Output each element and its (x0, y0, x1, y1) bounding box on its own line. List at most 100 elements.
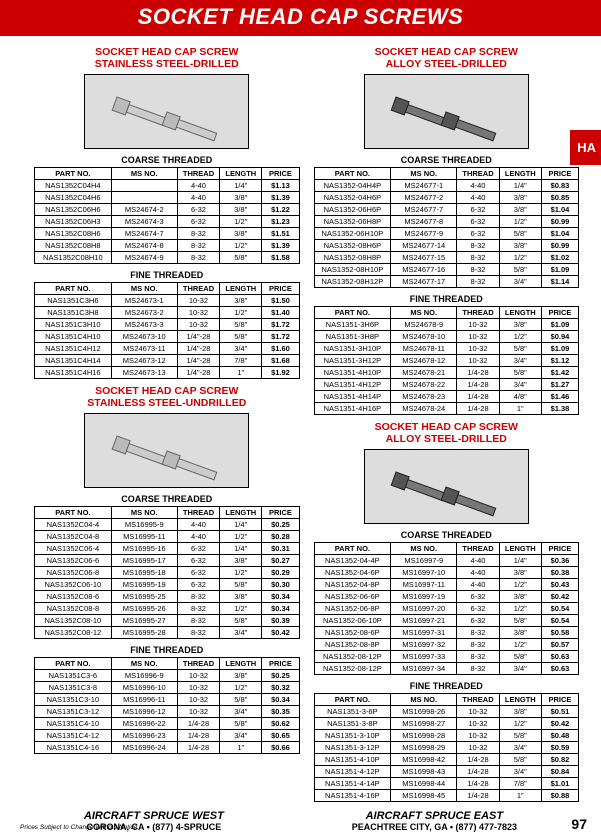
cell-length: 5/8" (499, 754, 541, 766)
cell-length: 5/8" (220, 718, 262, 730)
table-row: NAS1351C4-10MS16996-221/4-285/8"$0.62 (35, 718, 300, 730)
table-row: NAS1351C3H6MS24673-110-323/8"$1.50 (35, 295, 300, 307)
cell-part: NAS1351C4H14 (35, 355, 112, 367)
col-part: PART NO. (35, 658, 112, 670)
cell-ms: MS16997-9 (391, 555, 457, 567)
col-ms: MS NO. (391, 307, 457, 319)
cell-price: $0.48 (541, 730, 578, 742)
cell-thread: 1/4-28 (457, 391, 499, 403)
cell-part: NAS1352-06-8P (314, 603, 391, 615)
cell-price: $1.09 (541, 319, 578, 331)
cell-price: $1.13 (262, 180, 299, 192)
cell-ms: MS16996-9 (111, 670, 177, 682)
table-row: NAS1352-06-8PMS16997-206-321/2"$0.54 (314, 603, 579, 615)
table-row: NAS1352-06-10PMS16997-216-325/8"$0.54 (314, 615, 579, 627)
cell-price: $1.72 (262, 331, 299, 343)
cell-thread: 8-32 (177, 228, 219, 240)
cell-price: $1.46 (541, 391, 578, 403)
cell-part: NAS1351-4-10P (314, 754, 391, 766)
cell-thread: 10-32 (457, 718, 499, 730)
table-row: NAS1352C08-6MS16995-258-323/8"$0.34 (35, 591, 300, 603)
cell-price: $0.65 (262, 730, 299, 742)
cell-ms: MS16996-24 (111, 742, 177, 754)
cell-length: 4/8" (499, 391, 541, 403)
col-price: PRICE (262, 658, 299, 670)
cell-ms: MS24677-14 (391, 240, 457, 252)
cell-length: 1/2" (220, 307, 262, 319)
table-row: NAS1352-08-12PMS16997-338-325/8"$0.63 (314, 651, 579, 663)
table-l1coarse: PART NO.MS NO.THREADLENGTHPRICENAS1352C0… (34, 167, 300, 264)
cell-part: NAS1352-08-12P (314, 651, 391, 663)
cell-price: $1.58 (262, 252, 299, 264)
table-l2coarse: PART NO.MS NO.THREADLENGTHPRICENAS1352C0… (34, 506, 300, 639)
title-line: ALLOY STEEL-DRILLED (386, 58, 507, 70)
cell-length: 5/8" (499, 228, 541, 240)
page-footer: AIRCRAFT SPRUCE WEST CORONA, CA • (877) … (0, 808, 601, 836)
cell-ms: MS16998-42 (391, 754, 457, 766)
cell-ms: MS24678-9 (391, 319, 457, 331)
col-thread: THREAD (177, 658, 219, 670)
table-row: NAS1352C04-8MS16995-114-401/2"$0.28 (35, 531, 300, 543)
footer-east-sub: PEACHTREE CITY, GA • (877) 477-7823 (352, 822, 517, 832)
cell-price: $0.62 (262, 718, 299, 730)
cell-thread: 1/4-28 (457, 778, 499, 790)
cell-thread: 10-32 (457, 706, 499, 718)
cell-ms: MS24673-2 (111, 307, 177, 319)
col-part: PART NO. (314, 543, 391, 555)
title-line: SOCKET HEAD CAP SCREW (375, 46, 518, 58)
cell-ms: MS16998-45 (391, 790, 457, 802)
cell-thread: 8-32 (457, 264, 499, 276)
cell-length: 1" (220, 742, 262, 754)
cell-length: 1/4" (220, 180, 262, 192)
table-row: NAS1351C4-12MS16996-231/4-283/4"$0.65 (35, 730, 300, 742)
cell-thread: 1/4"-28 (177, 331, 219, 343)
cell-part: NAS1351-4-14P (314, 778, 391, 790)
cell-thread: 6-32 (177, 579, 219, 591)
table-row: NAS1352C04H44-401/4"$1.13 (35, 180, 300, 192)
table-row: NAS1352-08-12PMS16997-348-323/4"$0.63 (314, 663, 579, 675)
cell-thread: 1/4-28 (177, 742, 219, 754)
cell-price: $1.38 (541, 403, 578, 415)
cell-ms: MS24678-22 (391, 379, 457, 391)
col-ms: MS NO. (391, 543, 457, 555)
cell-part: NAS1351-3-10P (314, 730, 391, 742)
table-r2fine: PART NO.MS NO.THREADLENGTHPRICENAS1351-3… (314, 693, 580, 802)
table-row: NAS1352-04-6PMS16997-104-403/8"$0.38 (314, 567, 579, 579)
cell-part: NAS1352-08H10P (314, 264, 391, 276)
cell-length: 3/8" (220, 555, 262, 567)
table-row: NAS1352C08H6MS24674-78-323/8"$1.51 (35, 228, 300, 240)
table-row: NAS1352C06H6MS24674-26-323/8"$1.22 (35, 204, 300, 216)
col-part: PART NO. (35, 507, 112, 519)
cell-length: 1/2" (499, 252, 541, 264)
cell-thread: 10-32 (177, 682, 219, 694)
cell-price: $0.54 (541, 615, 578, 627)
footer-east: AIRCRAFT SPRUCE EAST PEACHTREE CITY, GA … (352, 810, 517, 832)
col-length: LENGTH (499, 543, 541, 555)
table-row: NAS1352-08-6PMS16997-318-323/8"$0.58 (314, 627, 579, 639)
cell-thread: 10-32 (177, 295, 219, 307)
cell-thread: 6-32 (177, 543, 219, 555)
cell-ms: MS24673-12 (111, 355, 177, 367)
cell-thread: 1/4-28 (457, 379, 499, 391)
cell-part: NAS1351C3-8 (35, 682, 112, 694)
cell-ms: MS24674-3 (111, 216, 177, 228)
product-image (364, 74, 529, 149)
cell-length: 5/8" (220, 331, 262, 343)
cell-price: $1.22 (262, 204, 299, 216)
cell-length: 3/8" (499, 591, 541, 603)
cell-part: NAS1351-3-6P (314, 706, 391, 718)
cell-part: NAS1351C3-6 (35, 670, 112, 682)
cell-ms: MS16998-26 (391, 706, 457, 718)
cell-part: NAS1352-06H8P (314, 216, 391, 228)
table-r1fine: PART NO.MS NO.THREADLENGTHPRICENAS1351-3… (314, 306, 580, 415)
cell-ms: MS16995-18 (111, 567, 177, 579)
cell-part: NAS1351C3H6 (35, 295, 112, 307)
cell-thread: 1/4-28 (177, 718, 219, 730)
table-row: NAS1351-3H6PMS24678-910-323/8"$1.09 (314, 319, 579, 331)
cell-length: 3/8" (499, 240, 541, 252)
cell-part: NAS1352C08H10 (35, 252, 112, 264)
content-columns: SOCKET HEAD CAP SCREW STAINLESS STEEL-DR… (0, 36, 601, 808)
cell-length: 1/2" (499, 216, 541, 228)
table-row: NAS1352C08-12MS16995-288-323/4"$0.42 (35, 627, 300, 639)
cell-thread: 4-40 (457, 192, 499, 204)
